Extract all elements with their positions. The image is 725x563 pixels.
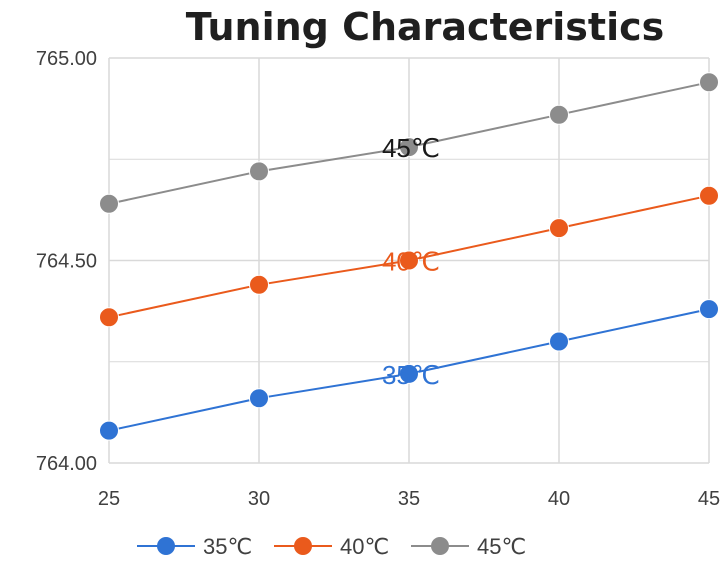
- legend-marker: [294, 537, 312, 555]
- series-markers: [99, 72, 719, 441]
- data-point: [699, 72, 719, 93]
- series-annotations: 35℃ 40℃ 45℃: [382, 133, 440, 390]
- y-tick-label: 764.00: [36, 453, 97, 475]
- chart-legend: 35℃ 40℃ 45℃: [137, 534, 526, 559]
- y-tick-label: 765.00: [36, 48, 97, 70]
- data-point: [399, 363, 419, 384]
- y-tick-label: 764.50: [36, 251, 97, 273]
- series-annotation-label: 40℃: [382, 247, 440, 277]
- data-point: [699, 185, 719, 206]
- data-point: [99, 307, 119, 328]
- legend-label: 45℃: [477, 534, 526, 559]
- legend-marker: [157, 537, 175, 555]
- series-annotation-label: 45℃: [382, 133, 440, 163]
- x-tick-label: 45: [698, 488, 720, 510]
- legend-label: 35℃: [203, 534, 252, 559]
- data-point: [399, 137, 419, 158]
- x-tick-label: 30: [248, 488, 270, 510]
- legend-marker: [431, 537, 449, 555]
- x-tick-label: 40: [548, 488, 570, 510]
- data-point: [249, 161, 269, 182]
- data-point: [549, 331, 569, 352]
- data-point: [399, 250, 419, 271]
- data-point: [249, 274, 269, 295]
- axis-ticks: 25 30 35 40 45 764.00 764.50 765.00: [36, 48, 720, 510]
- grid-lines: [108, 57, 710, 464]
- series-annotation-label: 35℃: [382, 360, 440, 390]
- x-tick-label: 35: [398, 488, 420, 510]
- legend-label: 40℃: [340, 534, 389, 559]
- data-point: [99, 420, 119, 441]
- data-point: [549, 218, 569, 239]
- data-point: [549, 104, 569, 125]
- data-point: [99, 193, 119, 214]
- x-tick-label: 25: [98, 488, 120, 510]
- chart-title: Tuning Characteristics: [186, 5, 665, 49]
- data-point: [699, 299, 719, 320]
- data-point: [249, 388, 269, 409]
